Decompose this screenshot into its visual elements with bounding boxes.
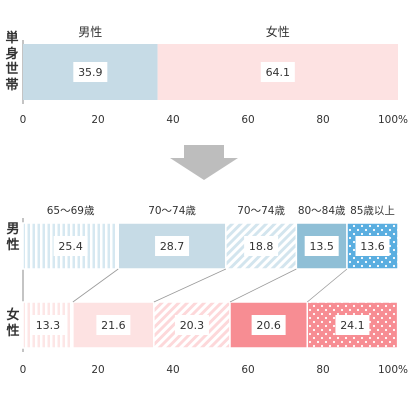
top-x-tick-5: 100% — [378, 114, 408, 126]
top-series-label-1: 女性 — [266, 24, 290, 39]
value-label-male-3-box — [304, 236, 339, 256]
single-household-label-text: 単身世帯 — [5, 31, 19, 93]
connector-line-1 — [153, 268, 227, 303]
connector-line-3 — [306, 268, 348, 303]
age-label-2: 70〜74歳 — [237, 205, 285, 217]
top-series-label-0: 男性 — [78, 25, 102, 39]
value-label-female-1-box — [96, 315, 131, 335]
down-arrow-icon — [170, 145, 238, 180]
value-label-male-1: 28.7 — [160, 240, 185, 253]
connector-line-2 — [229, 268, 297, 303]
bottom-x-tick-4: 80 — [316, 364, 329, 376]
row-label-female: 女性 — [6, 308, 20, 339]
bottom-x-tick-2: 40 — [166, 364, 179, 376]
top-x-tick-2: 40 — [166, 114, 179, 126]
bottom-x-tick-0: 0 — [20, 364, 27, 376]
value-label-female-3: 20.6 — [256, 319, 281, 332]
value-label-male-0: 25.4 — [58, 240, 83, 253]
bottom-x-tick-1: 20 — [91, 364, 104, 376]
top-value-label-0: 35.9 — [78, 66, 103, 79]
row-label-male-text: 男性 — [6, 222, 20, 253]
bar-female-seg-1 — [72, 301, 155, 349]
age-label-0: 65〜69歳 — [47, 205, 95, 217]
top-x-tick-0: 0 — [20, 114, 27, 126]
connector-line-0 — [72, 268, 119, 303]
top-x-tick-1: 20 — [91, 114, 104, 126]
value-label-female-4-box — [335, 315, 370, 335]
age-label-1: 70〜74歳 — [148, 205, 196, 217]
bottom-x-tick-5: 100% — [378, 364, 408, 376]
row-label-male: 男性 — [6, 222, 20, 253]
value-label-male-3: 13.5 — [309, 240, 334, 253]
age-label-3: 80〜84歳 — [298, 205, 346, 217]
value-label-female-2: 20.3 — [180, 319, 205, 332]
age-label-4: 85歳以上 — [350, 205, 395, 217]
value-label-female-3-box — [251, 315, 286, 335]
top-value-label-1: 64.1 — [266, 66, 291, 79]
value-label-male-4-box — [355, 236, 390, 256]
value-label-male-0-box — [53, 236, 88, 256]
value-label-female-0: 13.3 — [36, 319, 61, 332]
value-label-female-4: 24.1 — [340, 319, 365, 332]
value-label-male-2: 18.8 — [249, 240, 274, 253]
top-value-label-1-box — [260, 62, 295, 82]
single-household-axis-label: 単身世帯 — [5, 31, 19, 93]
value-label-male-2-box — [244, 236, 279, 256]
value-label-male-1-box — [155, 236, 190, 256]
value-label-female-1: 21.6 — [101, 319, 126, 332]
top-value-label-0-box — [73, 62, 108, 82]
value-label-female-2-box — [174, 315, 209, 335]
top-x-tick-4: 80 — [316, 114, 329, 126]
value-label-male-4: 13.6 — [360, 240, 385, 253]
bottom-x-tick-3: 60 — [241, 364, 254, 376]
row-label-female-text: 女性 — [6, 308, 20, 339]
top-x-tick-3: 60 — [241, 114, 254, 126]
value-label-female-0-box — [30, 315, 65, 335]
